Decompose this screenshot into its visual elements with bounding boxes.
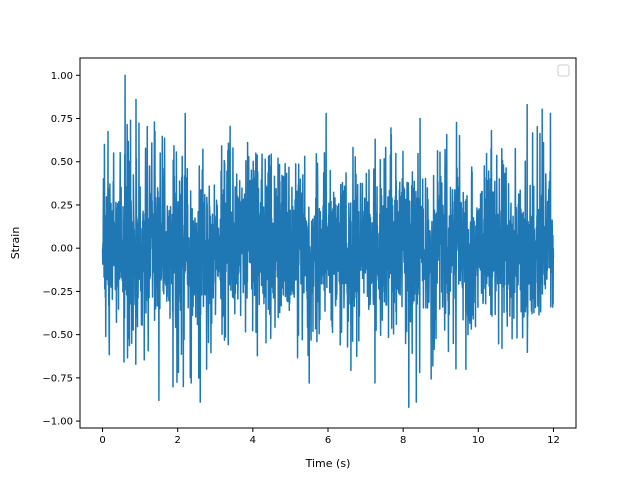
y-tick-label: 0.25 [51,200,73,211]
axes-layer: 0 2 4 6 8 10 12 −1.00 −0.75 −0.50 −0.25 0.00 0.25 0.5… [42,71,559,446]
legend-box [557,64,570,77]
y-axis-label: Strain [9,227,22,260]
y-tick-label: 0.00 [51,244,73,255]
y-tick-label: 0.75 [51,114,73,125]
y-tick-label: 1.00 [51,71,73,82]
x-tick-label: 8 [400,435,406,446]
y-tick-label: −1.00 [42,417,73,428]
x-tick-label: 4 [250,435,256,446]
x-axis-label: Time (s) [305,457,351,470]
series-layer [101,74,555,408]
x-tick-label: 12 [547,435,560,446]
y-tick-label: −0.75 [42,373,73,384]
y-tick-label: 0.50 [51,157,73,168]
y-tick-label: −0.25 [42,287,73,298]
plot-frame [79,57,577,429]
strain-series-line [101,74,555,408]
x-tick-label: 0 [99,435,105,446]
x-tick-label: 2 [175,435,181,446]
y-tick-label: −0.50 [42,330,73,341]
x-tick-label: 10 [472,435,485,446]
x-tick-label: 6 [325,435,331,446]
